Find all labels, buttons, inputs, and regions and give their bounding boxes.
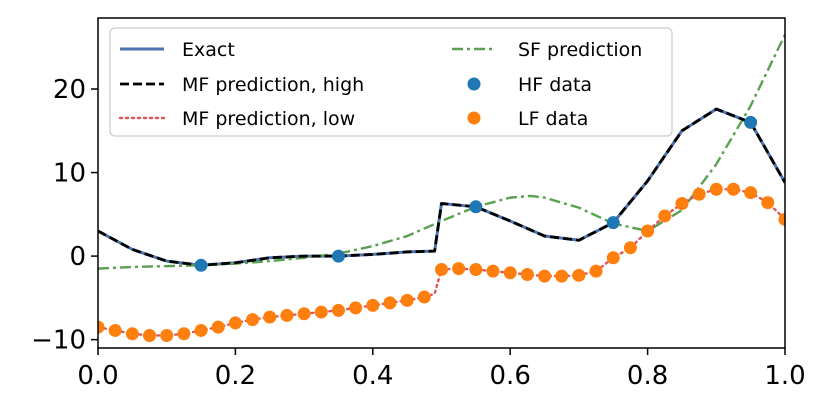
- lf-data-point: [366, 298, 380, 312]
- x-tick-label: 0.6: [490, 361, 531, 391]
- lf-data-point: [108, 323, 122, 337]
- legend-label: MF prediction, high: [182, 74, 364, 96]
- lf-data-point: [623, 241, 637, 255]
- axis-layer: 0.0 0.2 0.4 0.6 0.8 1.0 −10 0 10 20: [31, 75, 806, 391]
- lf-data-point: [98, 320, 105, 334]
- lf-data-point: [452, 262, 466, 276]
- lf-data-point: [778, 212, 785, 226]
- lf-data-point: [658, 209, 672, 223]
- hf-data-point: [744, 115, 758, 129]
- legend-box: [109, 27, 673, 137]
- legend-label: SF prediction: [518, 39, 642, 61]
- hf-data-point: [331, 249, 345, 263]
- lf-data-point: [709, 182, 723, 196]
- lf-data-point: [383, 296, 397, 310]
- lf-data-point: [538, 269, 552, 283]
- lf-data-point: [469, 262, 483, 276]
- x-tick-label: 0.8: [627, 361, 668, 391]
- lf-data-point: [761, 196, 775, 210]
- lf-data-point: [641, 224, 655, 238]
- lf-data-point: [486, 264, 500, 278]
- legend-label: Exact: [182, 39, 235, 61]
- legend: Exact MF prediction, high MF prediction, l…: [109, 27, 673, 137]
- y-tick-label: 0: [69, 242, 86, 272]
- lf-data-point: [246, 313, 260, 327]
- lf-data-point: [331, 303, 345, 317]
- lf-data-point: [314, 305, 328, 319]
- lf-data-point: [263, 310, 277, 324]
- lf-data-point: [589, 264, 603, 278]
- lf-data-point: [280, 308, 294, 322]
- legend-label: HF data: [518, 74, 592, 96]
- lf-data-point: [211, 320, 225, 334]
- lf-data-point: [744, 186, 758, 200]
- lf-data-point: [435, 262, 448, 276]
- series-layer: [98, 34, 785, 342]
- lf-data-point: [692, 187, 706, 201]
- legend-handle: [467, 111, 481, 125]
- hf-data-point: [194, 258, 208, 272]
- lf-data-point: [520, 267, 534, 281]
- y-tick-label: −10: [31, 326, 86, 356]
- legend-label: LF data: [518, 108, 588, 130]
- series-line-mf-prediction-high: [98, 107, 785, 267]
- lf-data-point: [125, 327, 139, 341]
- lf-data-point: [400, 293, 414, 307]
- plot-frame: [97, 17, 786, 349]
- x-tick-label: 0.2: [215, 361, 256, 391]
- lf-data-point: [606, 251, 620, 265]
- lf-data-point: [177, 327, 191, 341]
- lf-data-point: [143, 328, 157, 342]
- lf-data-point: [194, 323, 208, 337]
- hf-data-point: [606, 216, 620, 230]
- lf-data-point: [726, 182, 740, 196]
- lf-data-point: [555, 269, 569, 283]
- lf-data-point: [572, 268, 586, 282]
- legend-label: MF prediction, low: [182, 108, 355, 130]
- lf-data-point: [503, 266, 517, 280]
- x-tick-label: 0.4: [352, 361, 393, 391]
- lf-data-point: [417, 290, 431, 304]
- lf-data-point: [349, 301, 363, 315]
- legend-handle: [467, 77, 481, 91]
- x-tick-label: 1.0: [764, 361, 805, 391]
- lf-data-point: [675, 196, 689, 210]
- lf-data-point: [160, 328, 174, 342]
- hf-data-point: [469, 200, 483, 214]
- y-tick-label: 20: [53, 75, 86, 105]
- lf-data-point: [297, 307, 311, 321]
- x-tick-label: 0.0: [77, 361, 118, 391]
- series-line-sf-prediction: [98, 34, 785, 270]
- y-tick-label: 10: [53, 159, 86, 189]
- lf-data-point: [228, 316, 242, 330]
